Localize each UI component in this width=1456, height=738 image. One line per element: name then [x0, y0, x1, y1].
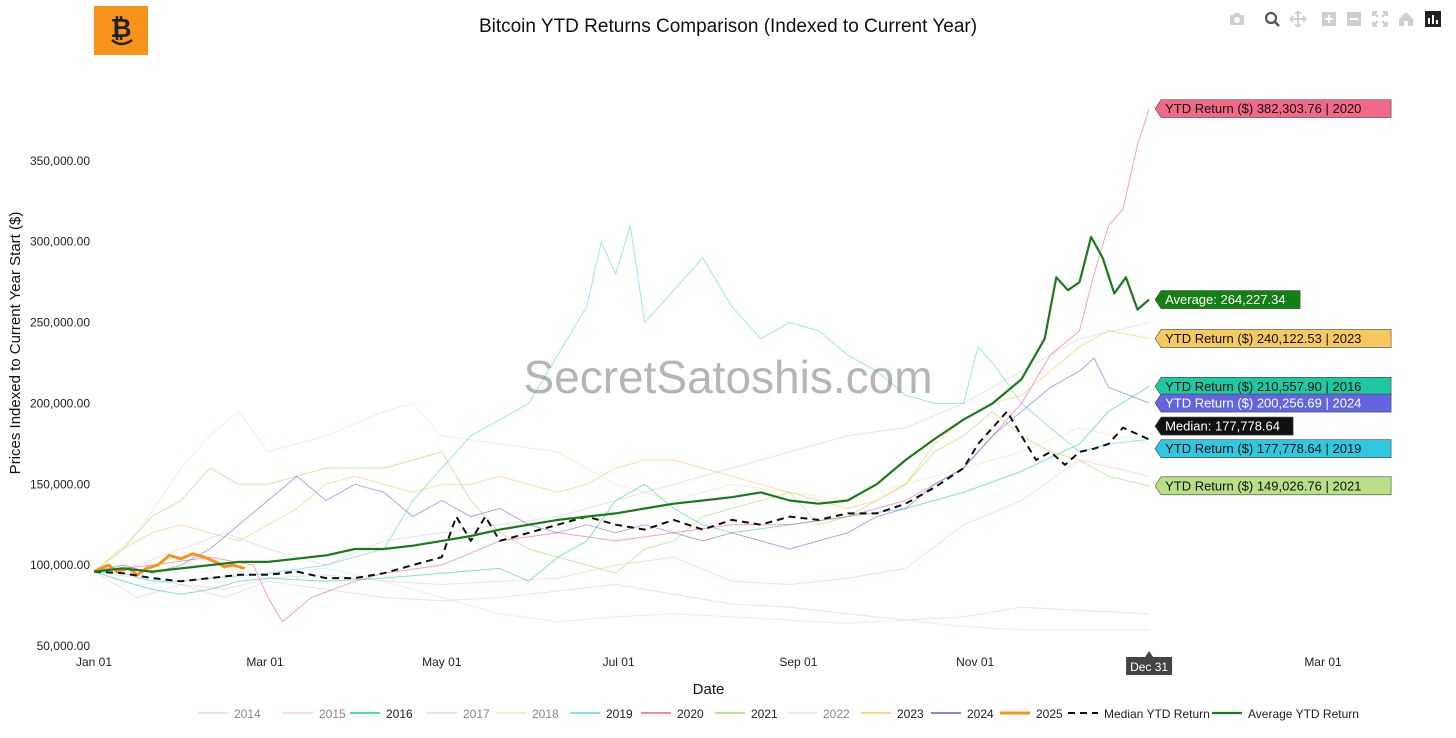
series-line-2022[interactable]: [93, 567, 1150, 631]
x-tick-label: Jul 01: [603, 655, 635, 669]
camera-icon[interactable]: [1228, 10, 1246, 28]
end-value-label: YTD Return ($) 200,256.69 | 2024: [1154, 393, 1392, 413]
x-tick-label: May 01: [422, 655, 462, 669]
end-labels: YTD Return ($) 382,303.76 | 2020 Average:…: [1154, 99, 1392, 496]
y-axis: 50,000.00 100,000.00 150,000.00 200,000.00 2…: [30, 154, 90, 653]
series-line-median-ytd-return[interactable]: [93, 410, 1150, 583]
x-tick-label: Mar 01: [1304, 655, 1342, 669]
plotly-logo-icon[interactable]: [1424, 10, 1442, 28]
series-line-2019[interactable]: [93, 225, 1150, 582]
svg-text:YTD Return ($) 210,557.90 | 20: YTD Return ($) 210,557.90 | 2016: [1165, 379, 1361, 394]
svg-text:YTD Return ($) 177,778.64 | 20: YTD Return ($) 177,778.64 | 2019: [1165, 441, 1361, 456]
hover-date-badge: [1126, 651, 1173, 675]
end-value-label: YTD Return ($) 382,303.76 | 2020: [1154, 99, 1392, 118]
svg-text:Average: 264,227.34: Average: 264,227.34: [1165, 292, 1285, 307]
svg-text:2014: 2014: [234, 707, 261, 721]
zoom-out-icon[interactable]: [1345, 10, 1363, 28]
legend-item-average-ytd-return[interactable]: Average YTD Return: [1212, 707, 1359, 721]
series-line-average-ytd-return[interactable]: [93, 235, 1150, 573]
svg-text:2021: 2021: [751, 707, 778, 721]
end-value-label: YTD Return ($) 149,026.76 | 2021: [1154, 476, 1392, 496]
y-axis-title: Prices Indexed to Current Year Start ($): [7, 212, 24, 475]
legend-item-median-ytd-return[interactable]: Median YTD Return: [1068, 707, 1210, 721]
svg-text:2024: 2024: [967, 707, 994, 721]
legend-item-2022[interactable]: 2022: [787, 707, 850, 721]
x-axis: Jan 01 Mar 01 May 01 Jul 01 Sep 01 Nov 01 Mar …: [76, 651, 1342, 675]
series-line-2017[interactable]: [93, 322, 1150, 573]
series-line-2024[interactable]: [93, 357, 1150, 574]
legend-item-2021[interactable]: 2021: [715, 707, 778, 721]
legend-item-2025[interactable]: 2025: [1000, 707, 1063, 721]
svg-text:Median: 177,778.64: Median: 177,778.64: [1165, 419, 1280, 434]
y-tick-label: 250,000.00: [30, 316, 90, 330]
y-tick-label: 50,000.00: [37, 639, 91, 653]
series-line-2016[interactable]: [93, 385, 1150, 595]
series-line-2025[interactable]: [93, 552, 246, 577]
svg-text:2017: 2017: [463, 707, 490, 721]
svg-text:2025: 2025: [1036, 707, 1063, 721]
svg-text:2023: 2023: [897, 707, 924, 721]
svg-text:2019: 2019: [606, 707, 633, 721]
y-tick-label: 150,000.00: [30, 477, 90, 491]
series-line-2023[interactable]: [93, 330, 1150, 572]
series-line-2018[interactable]: [93, 402, 1150, 572]
x-tick-label: Mar 01: [246, 655, 284, 669]
legend-item-2024[interactable]: 2024: [931, 707, 994, 721]
y-tick-label: 300,000.00: [30, 235, 90, 249]
series-line-2020[interactable]: [93, 108, 1150, 623]
y-tick-label: 350,000.00: [30, 154, 90, 168]
legend-item-2023[interactable]: 2023: [861, 707, 924, 721]
logo-glyph: ₿: [110, 14, 131, 44]
svg-text:2020: 2020: [677, 707, 704, 721]
svg-text:YTD Return ($) 149,026.76 | 20: YTD Return ($) 149,026.76 | 2021: [1165, 478, 1361, 493]
end-value-label: YTD Return ($) 240,122.53 | 2023: [1154, 329, 1392, 348]
svg-text:Average YTD Return: Average YTD Return: [1248, 707, 1359, 721]
svg-text:2016: 2016: [386, 707, 413, 721]
pan-icon[interactable]: [1289, 10, 1307, 28]
series-line-2014[interactable]: [93, 571, 1150, 621]
zoom-in-icon[interactable]: [1320, 10, 1338, 28]
x-tick-label: Sep 01: [779, 655, 817, 669]
svg-text:2022: 2022: [823, 707, 850, 721]
svg-text:YTD Return ($) 240,122.53 | 20: YTD Return ($) 240,122.53 | 2023: [1165, 331, 1361, 346]
series-line-2021[interactable]: [93, 411, 1150, 574]
y-tick-label: 100,000.00: [30, 558, 90, 572]
legend: 2014 2015 2016 2017 2018 2019 2020 2021 2022 2023…: [198, 707, 1359, 721]
chart-title: Bitcoin YTD Returns Comparison (Indexed …: [478, 16, 978, 37]
end-value-label: Average: 264,227.34: [1154, 290, 1301, 309]
end-value-label: Median: 177,778.64: [1154, 416, 1294, 436]
bitcoin-logo: ₿: [94, 6, 148, 55]
x-tick-label: Nov 01: [956, 655, 994, 669]
x-axis-title: Date: [693, 681, 725, 698]
legend-item-2015[interactable]: 2015: [283, 707, 346, 721]
svg-text:YTD Return ($) 200,256.69 | 20: YTD Return ($) 200,256.69 | 2024: [1165, 396, 1361, 411]
autoscale-icon[interactable]: [1371, 10, 1389, 28]
zoom-icon[interactable]: [1263, 10, 1281, 28]
x-tick-label: Jan 01: [76, 655, 112, 669]
reset-axes-icon[interactable]: [1397, 10, 1415, 28]
legend-item-2020[interactable]: 2020: [641, 707, 704, 721]
y-tick-label: 200,000.00: [30, 396, 90, 410]
legend-item-2017[interactable]: 2017: [427, 707, 490, 721]
legend-item-2019[interactable]: 2019: [570, 707, 633, 721]
svg-text:2018: 2018: [532, 707, 559, 721]
svg-text:YTD Return ($) 382,303.76 | 20: YTD Return ($) 382,303.76 | 2020: [1165, 101, 1361, 116]
legend-item-2016[interactable]: 2016: [350, 707, 413, 721]
legend-item-2018[interactable]: 2018: [496, 707, 559, 721]
hover-date-label: Dec 31: [1130, 660, 1168, 674]
legend-item-2014[interactable]: 2014: [198, 707, 261, 721]
svg-text:Median YTD Return: Median YTD Return: [1104, 707, 1210, 721]
bitcoin-logo-icon: ₿: [110, 14, 133, 46]
svg-text:2015: 2015: [319, 707, 346, 721]
end-value-label: YTD Return ($) 177,778.64 | 2019: [1154, 439, 1392, 459]
series-line-2015[interactable]: [93, 459, 1150, 598]
end-value-label: YTD Return ($) 210,557.90 | 2016: [1154, 377, 1392, 396]
series-layer: [93, 108, 1150, 631]
